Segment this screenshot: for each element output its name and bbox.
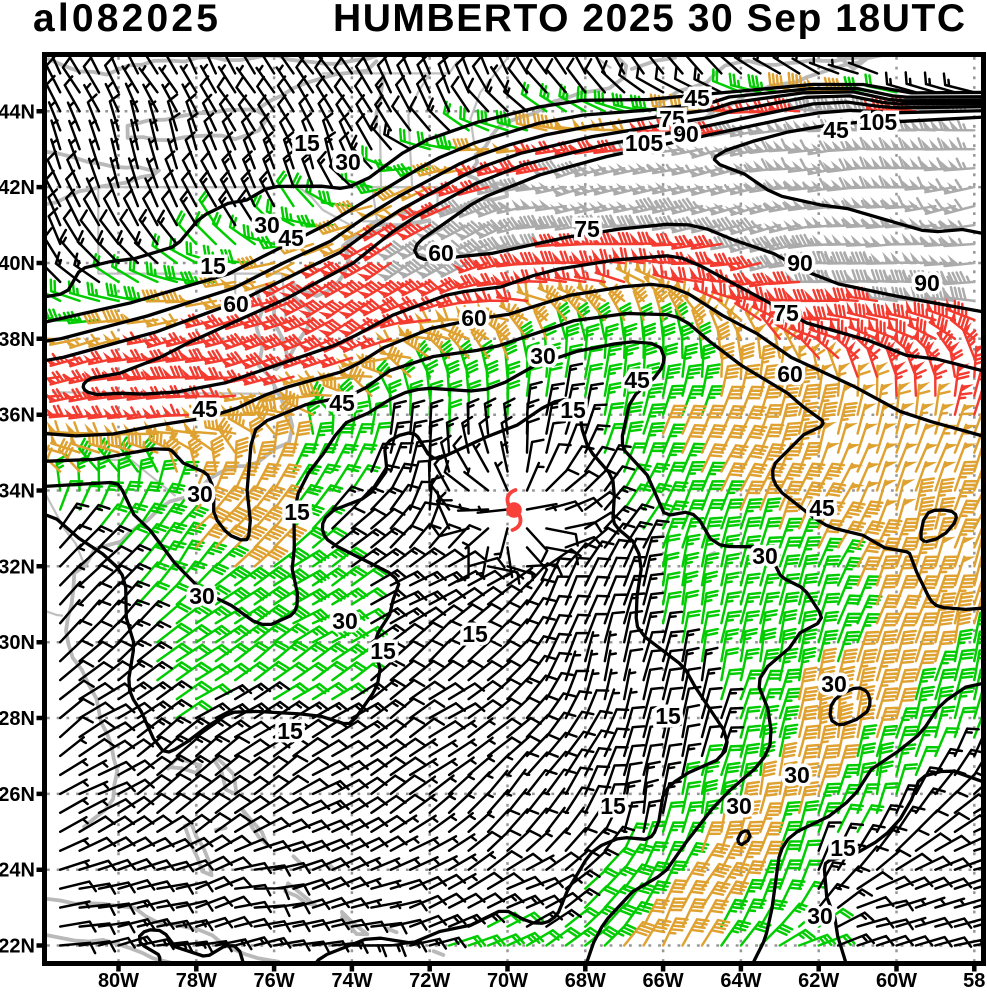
svg-text:15: 15	[284, 499, 310, 525]
svg-text:75: 75	[574, 216, 600, 242]
svg-text:30: 30	[784, 762, 810, 788]
svg-text:45: 45	[624, 367, 650, 393]
svg-text:30: 30	[752, 543, 778, 569]
svg-text:105: 105	[625, 130, 664, 156]
svg-text:30: 30	[726, 793, 752, 819]
svg-text:15: 15	[370, 638, 396, 664]
svg-text:45: 45	[192, 396, 218, 422]
svg-text:30: 30	[254, 212, 280, 238]
svg-text:30: 30	[821, 671, 847, 697]
svg-text:80W: 80W	[98, 970, 139, 989]
svg-text:30: 30	[189, 583, 215, 609]
svg-text:90: 90	[914, 270, 940, 296]
svg-text:60: 60	[223, 291, 249, 317]
svg-text:45: 45	[823, 117, 849, 143]
svg-text:15: 15	[277, 718, 303, 744]
svg-text:42N: 42N	[0, 177, 35, 199]
svg-text:45: 45	[684, 85, 710, 111]
svg-text:58: 58	[963, 970, 985, 989]
svg-text:90: 90	[673, 121, 699, 147]
svg-text:15: 15	[830, 835, 856, 861]
svg-text:70W: 70W	[487, 970, 528, 989]
svg-text:15: 15	[600, 793, 626, 819]
svg-text:15: 15	[560, 397, 586, 423]
svg-text:45: 45	[809, 495, 835, 521]
svg-text:15: 15	[294, 130, 320, 156]
svg-text:15: 15	[200, 253, 226, 279]
svg-text:72W: 72W	[409, 970, 450, 989]
svg-text:60W: 60W	[876, 970, 917, 989]
svg-text:30: 30	[187, 481, 213, 507]
svg-text:64W: 64W	[720, 970, 761, 989]
svg-text:60: 60	[428, 240, 454, 266]
svg-text:45: 45	[329, 390, 355, 416]
svg-text:34N: 34N	[0, 481, 35, 503]
svg-text:32N: 32N	[0, 556, 35, 578]
svg-text:30N: 30N	[0, 632, 35, 654]
svg-text:90: 90	[787, 250, 813, 276]
svg-text:28N: 28N	[0, 708, 35, 730]
svg-text:al082025: al082025	[33, 0, 218, 40]
svg-text:68W: 68W	[565, 970, 606, 989]
svg-text:30: 30	[530, 343, 556, 369]
svg-text:75: 75	[659, 106, 685, 132]
svg-text:22N: 22N	[0, 936, 35, 958]
svg-text:66W: 66W	[643, 970, 684, 989]
svg-text:78W: 78W	[176, 970, 217, 989]
svg-text:74W: 74W	[331, 970, 372, 989]
svg-text:62W: 62W	[798, 970, 839, 989]
svg-text:105: 105	[859, 109, 898, 135]
svg-text:44N: 44N	[0, 101, 35, 123]
svg-text:15: 15	[655, 703, 681, 729]
svg-text:45: 45	[278, 225, 304, 251]
svg-text:60: 60	[777, 361, 803, 387]
svg-text:60: 60	[461, 305, 487, 331]
svg-text:40N: 40N	[0, 253, 35, 275]
svg-text:36N: 36N	[0, 405, 35, 427]
svg-text:HUMBERTO 2025 30 Sep 18UTC: HUMBERTO 2025 30 Sep 18UTC	[333, 0, 965, 40]
svg-text:30: 30	[335, 149, 361, 175]
svg-text:26N: 26N	[0, 784, 35, 806]
svg-text:15: 15	[462, 621, 488, 647]
svg-text:30: 30	[332, 608, 358, 634]
svg-text:76W: 76W	[254, 970, 295, 989]
svg-text:38N: 38N	[0, 329, 35, 351]
svg-text:75: 75	[773, 300, 799, 326]
svg-text:24N: 24N	[0, 860, 35, 882]
svg-text:30: 30	[807, 903, 833, 929]
